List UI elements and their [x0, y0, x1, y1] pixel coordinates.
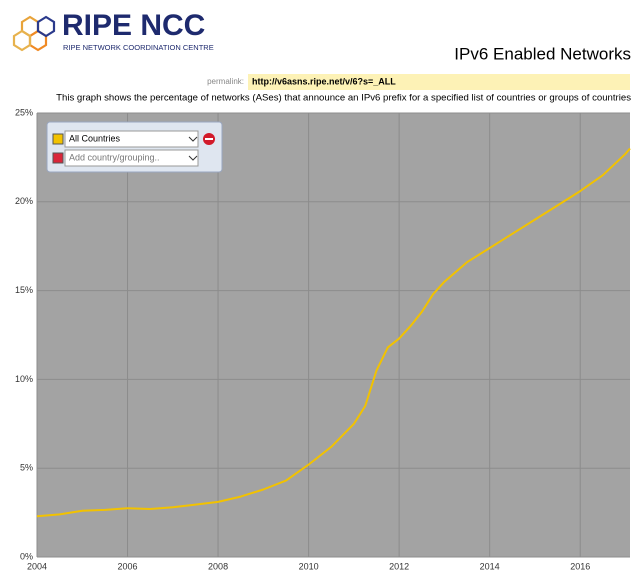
description: This graph shows the percentage of netwo… — [56, 93, 631, 104]
select-arrow — [188, 155, 198, 161]
permalink-box — [248, 74, 630, 90]
plot: 0% 5% 10% 15% 20% 25% 2004 2006 2008 2010 2012 2014… — [15, 107, 631, 571]
y-tick-label: 15% — [15, 285, 33, 295]
x-tick-label: 2008 — [208, 561, 228, 571]
plot-background — [37, 113, 630, 557]
x-tick-label: 2010 — [299, 561, 319, 571]
logo-text: RIPE NCC — [62, 9, 205, 42]
series-name: All Countries — [69, 133, 121, 143]
remove-icon — [205, 138, 213, 140]
series-controls: All Countries Add country/grouping.. — [46, 121, 223, 173]
series-swatch — [52, 133, 64, 145]
select-arrow — [188, 136, 198, 142]
add-placeholder: Add country/grouping.. — [69, 152, 160, 162]
add-swatch — [52, 152, 64, 164]
y-tick-label: 10% — [15, 374, 33, 384]
x-tick-label: 2004 — [27, 561, 47, 571]
logo-icon — [12, 15, 56, 52]
series-select[interactable] — [64, 130, 199, 148]
permalink-url[interactable]: http://v6asns.ripe.net/v/6?s=_ALL — [252, 76, 396, 86]
y-tick-label: 20% — [15, 196, 33, 206]
y-tick-label: 5% — [20, 463, 33, 473]
logo-subtitle: RIPE NETWORK COORDINATION CENTRE — [63, 43, 214, 52]
y-tick-label: 25% — [15, 107, 33, 117]
add-select[interactable] — [64, 149, 199, 167]
x-tick-label: 2016 — [570, 561, 590, 571]
page-title: IPv6 Enabled Networks — [454, 44, 631, 63]
series-line — [36, 147, 631, 518]
x-tick-label: 2012 — [389, 561, 409, 571]
permalink-label: permalink: — [207, 77, 244, 86]
x-tick-label: 2006 — [118, 561, 138, 571]
x-tick-label: 2014 — [480, 561, 500, 571]
y-tick-label: 0% — [20, 551, 33, 561]
